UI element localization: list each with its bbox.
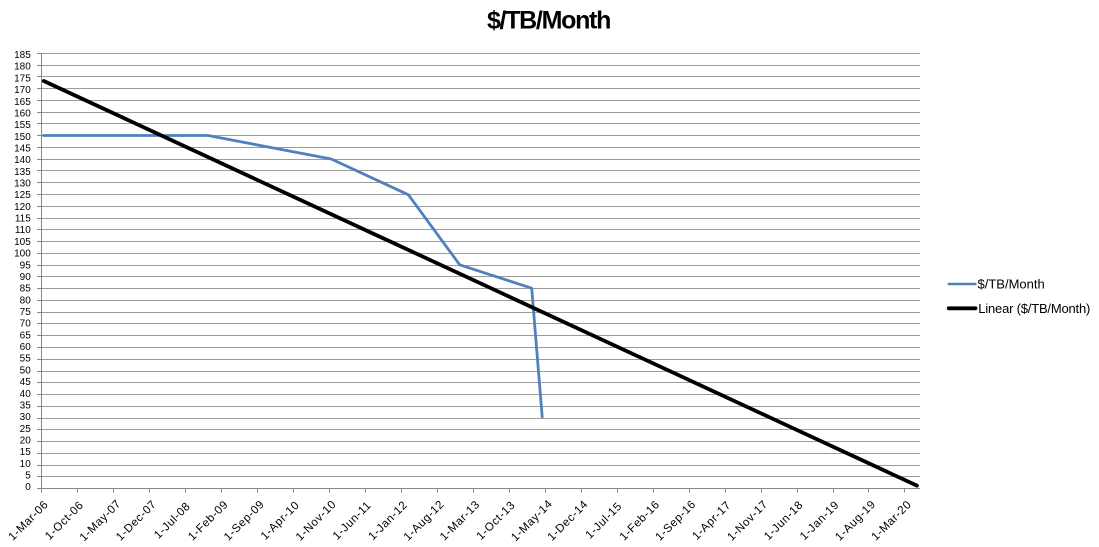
svg-text:130: 130: [14, 179, 31, 190]
svg-text:175: 175: [14, 73, 31, 84]
svg-text:95: 95: [20, 260, 32, 271]
svg-text:135: 135: [14, 167, 31, 178]
svg-text:105: 105: [14, 237, 31, 248]
svg-text:60: 60: [20, 342, 32, 353]
svg-text:35: 35: [20, 400, 32, 411]
svg-text:160: 160: [14, 108, 31, 119]
svg-text:85: 85: [20, 284, 32, 295]
svg-text:155: 155: [14, 120, 31, 131]
svg-text:125: 125: [14, 190, 31, 201]
svg-text:10: 10: [20, 459, 32, 470]
svg-text:70: 70: [20, 319, 32, 330]
svg-text:$/TB/Month: $/TB/Month: [978, 277, 1045, 292]
svg-text:120: 120: [14, 202, 31, 213]
svg-text:80: 80: [20, 295, 32, 306]
svg-text:115: 115: [15, 214, 31, 225]
svg-text:$/TB/Month: $/TB/Month: [487, 7, 610, 35]
svg-text:5: 5: [25, 471, 31, 482]
svg-text:65: 65: [20, 330, 32, 341]
svg-text:0: 0: [25, 482, 31, 493]
svg-text:40: 40: [20, 389, 32, 400]
svg-text:75: 75: [20, 307, 32, 318]
svg-text:180: 180: [14, 62, 31, 73]
svg-text:170: 170: [14, 85, 31, 96]
svg-text:165: 165: [14, 97, 31, 108]
svg-text:20: 20: [20, 435, 32, 446]
svg-text:30: 30: [20, 412, 32, 423]
svg-text:55: 55: [20, 354, 32, 365]
svg-text:15: 15: [20, 447, 32, 458]
svg-text:Linear ($/TB/Month): Linear ($/TB/Month): [978, 301, 1090, 316]
svg-text:45: 45: [20, 377, 32, 388]
svg-text:145: 145: [14, 143, 31, 154]
svg-text:150: 150: [14, 132, 31, 143]
svg-text:110: 110: [15, 225, 31, 236]
svg-text:90: 90: [20, 272, 32, 283]
svg-text:100: 100: [14, 249, 31, 260]
svg-text:185: 185: [14, 50, 31, 61]
svg-text:25: 25: [20, 424, 32, 435]
svg-text:140: 140: [14, 155, 31, 166]
svg-text:50: 50: [20, 365, 32, 376]
